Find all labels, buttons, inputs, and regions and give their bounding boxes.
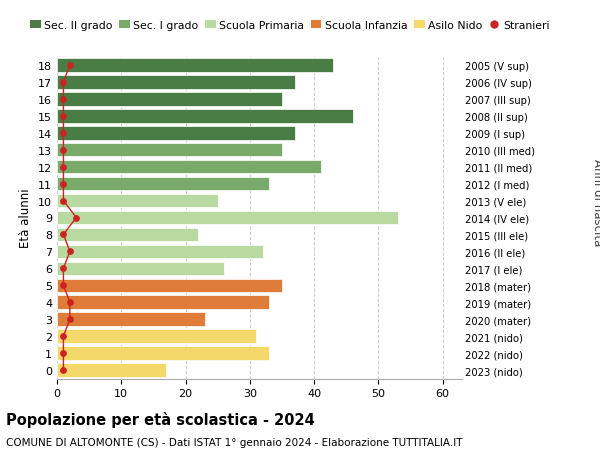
Point bbox=[59, 130, 68, 137]
Bar bbox=[57, 211, 398, 225]
Bar bbox=[57, 110, 353, 123]
Bar bbox=[57, 93, 282, 106]
Point bbox=[65, 248, 74, 256]
Point bbox=[59, 113, 68, 120]
Bar bbox=[57, 161, 320, 174]
Bar bbox=[57, 347, 269, 360]
Legend: Sec. II grado, Sec. I grado, Scuola Primaria, Scuola Infanzia, Asilo Nido, Stran: Sec. II grado, Sec. I grado, Scuola Prim… bbox=[30, 21, 549, 31]
Point bbox=[59, 333, 68, 340]
Point bbox=[59, 367, 68, 374]
Point bbox=[65, 316, 74, 323]
Bar bbox=[57, 228, 199, 242]
Point bbox=[65, 299, 74, 306]
Text: Anni di nascita: Anni di nascita bbox=[590, 158, 600, 246]
Point bbox=[59, 197, 68, 205]
Bar bbox=[57, 245, 263, 258]
Text: Popolazione per età scolastica - 2024: Popolazione per età scolastica - 2024 bbox=[6, 411, 315, 427]
Point bbox=[59, 231, 68, 239]
Bar bbox=[57, 144, 282, 157]
Bar bbox=[57, 59, 334, 73]
Y-axis label: Età alunni: Età alunni bbox=[19, 188, 32, 248]
Bar bbox=[57, 330, 256, 343]
Point bbox=[59, 265, 68, 273]
Point bbox=[59, 180, 68, 188]
Point bbox=[59, 282, 68, 289]
Bar bbox=[57, 364, 166, 377]
Bar bbox=[57, 313, 205, 326]
Bar bbox=[57, 127, 295, 140]
Bar bbox=[57, 76, 295, 90]
Point bbox=[59, 163, 68, 171]
Point bbox=[71, 214, 81, 222]
Bar bbox=[57, 296, 269, 309]
Bar bbox=[57, 194, 218, 208]
Bar bbox=[57, 178, 269, 191]
Bar bbox=[57, 279, 282, 292]
Point bbox=[65, 62, 74, 69]
Point bbox=[59, 96, 68, 103]
Text: COMUNE DI ALTOMONTE (CS) - Dati ISTAT 1° gennaio 2024 - Elaborazione TUTTITALIA.: COMUNE DI ALTOMONTE (CS) - Dati ISTAT 1°… bbox=[6, 437, 463, 447]
Point bbox=[59, 147, 68, 154]
Point bbox=[59, 350, 68, 357]
Bar bbox=[57, 262, 224, 275]
Point bbox=[59, 79, 68, 86]
